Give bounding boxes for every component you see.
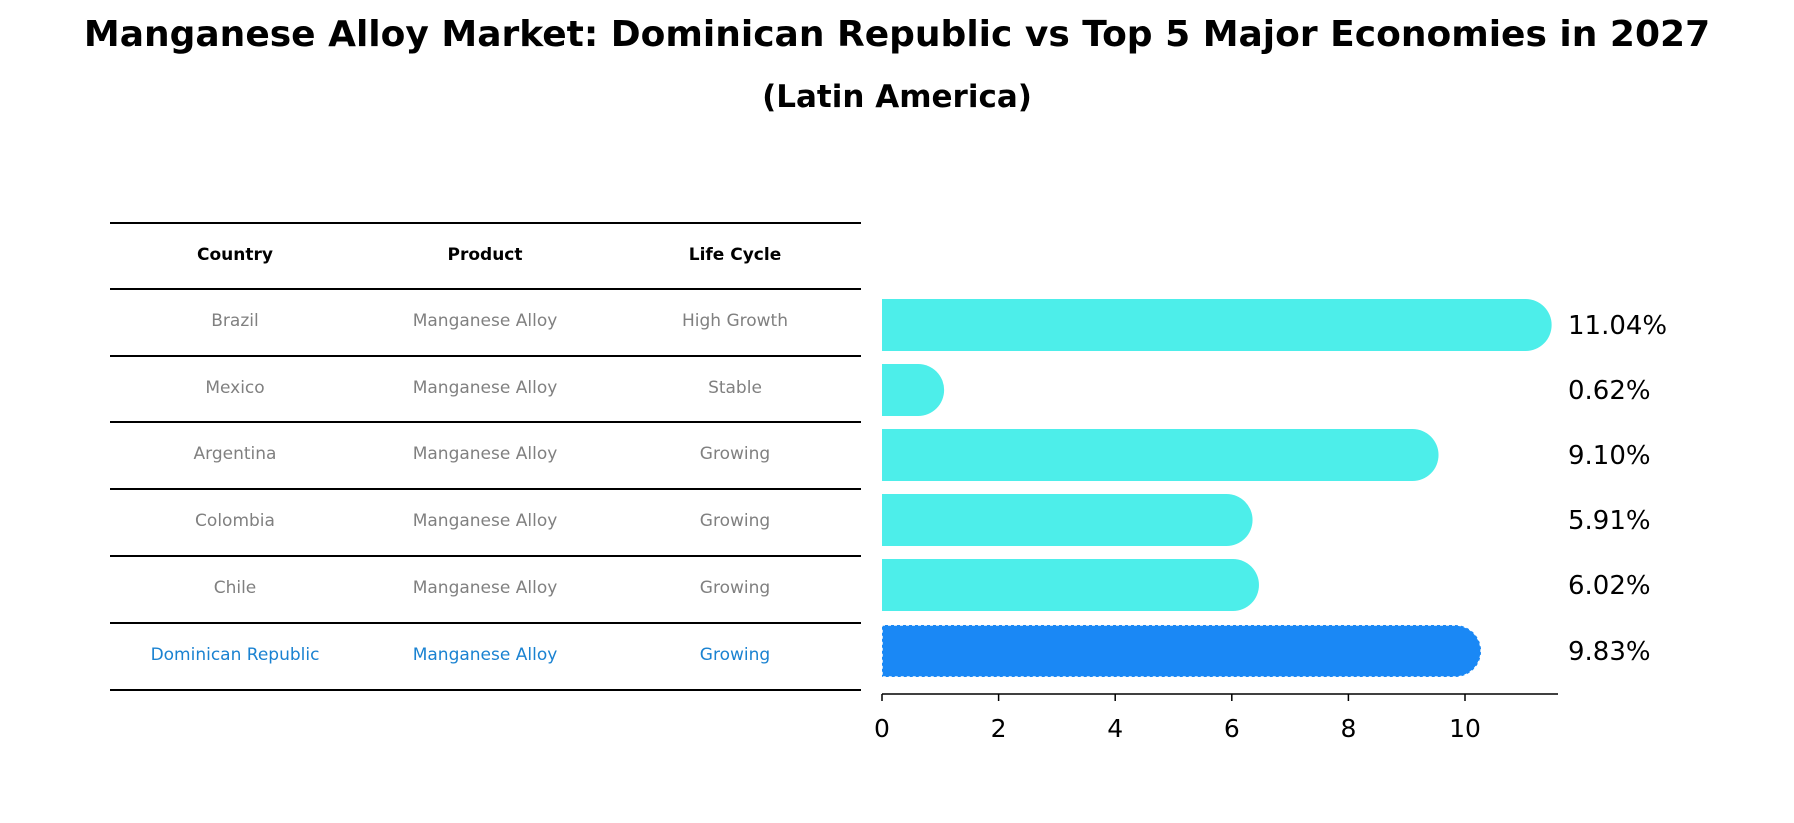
cell-product: Manganese Alloy — [412, 578, 558, 598]
cell-country: Chile — [213, 578, 257, 598]
bar-colombia — [882, 494, 1253, 546]
cell-life-cycle: Growing — [699, 578, 771, 598]
table-row: Argentina Manganese Alloy Growing — [110, 421, 861, 487]
chart-title: Manganese Alloy Market: Dominican Republ… — [83, 14, 1711, 55]
table-rule — [110, 622, 861, 624]
x-tick-label: 10 — [1449, 714, 1481, 743]
bar-chile — [882, 559, 1259, 611]
table-rule — [110, 421, 861, 423]
x-tick-label: 2 — [991, 714, 1007, 743]
table-rule — [110, 355, 861, 357]
cell-life-cycle: Growing — [699, 645, 771, 665]
bar-value-label: 11.04% — [1568, 311, 1667, 341]
bar-value-label: 9.83% — [1568, 637, 1651, 667]
header-product: Product — [447, 245, 523, 265]
cell-country: Colombia — [195, 511, 275, 531]
cell-country: Argentina — [193, 444, 277, 464]
x-tick-label: 0 — [874, 714, 890, 743]
table-header-row: Country Product Life Cycle — [110, 222, 861, 288]
cell-country: Dominican Republic — [150, 645, 320, 665]
bar-brazil — [882, 299, 1552, 351]
bar-mexico — [882, 364, 945, 416]
table-row: Colombia Manganese Alloy Growing — [110, 488, 861, 554]
cell-product: Manganese Alloy — [412, 311, 558, 331]
table-rule — [110, 689, 861, 691]
chart-subtitle: (Latin America) — [762, 79, 1032, 115]
table-row: Chile Manganese Alloy Growing — [110, 555, 861, 621]
table-rule — [110, 288, 861, 290]
bar-value-label: 5.91% — [1568, 506, 1651, 536]
table-row-highlight: Dominican Republic Manganese Alloy Growi… — [110, 622, 861, 688]
table-rule — [110, 555, 861, 557]
bar-argentina — [882, 429, 1439, 481]
cell-product: Manganese Alloy — [412, 511, 558, 531]
cell-life-cycle: High Growth — [681, 311, 788, 331]
table-rule — [110, 488, 861, 490]
cell-product: Manganese Alloy — [412, 444, 558, 464]
cell-life-cycle: Growing — [699, 511, 771, 531]
bar-value-label: 6.02% — [1568, 571, 1651, 601]
table-row: Brazil Manganese Alloy High Growth — [110, 288, 861, 354]
bar-dominican-republic — [881, 624, 1482, 678]
cell-country: Brazil — [211, 311, 259, 331]
cell-product: Manganese Alloy — [412, 378, 558, 398]
cell-life-cycle: Stable — [708, 378, 762, 398]
x-tick-label: 4 — [1107, 714, 1123, 743]
header-country: Country — [197, 245, 273, 265]
cell-product: Manganese Alloy — [412, 645, 558, 665]
bar-value-label: 0.62% — [1568, 376, 1651, 406]
table-row: Mexico Manganese Alloy Stable — [110, 355, 861, 421]
cell-life-cycle: Growing — [699, 444, 771, 464]
cell-country: Mexico — [205, 378, 265, 398]
bar-value-label: 9.10% — [1568, 441, 1651, 471]
x-tick-label: 6 — [1224, 714, 1240, 743]
table-rule — [110, 222, 861, 224]
x-tick-label: 8 — [1340, 714, 1356, 743]
header-life-cycle: Life Cycle — [688, 245, 782, 265]
